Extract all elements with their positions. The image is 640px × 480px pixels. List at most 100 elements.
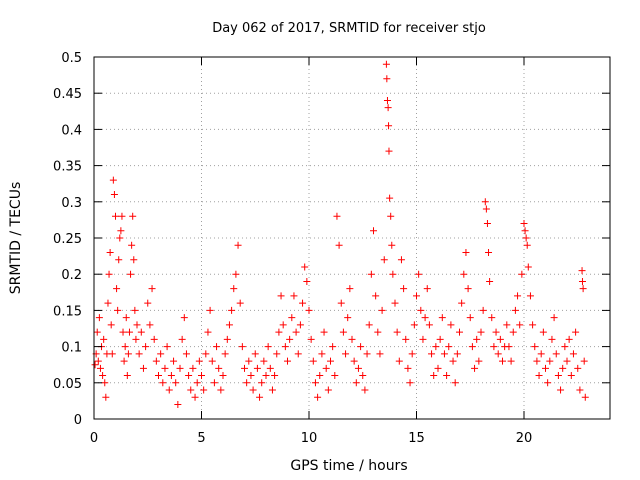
data-point [531,343,539,351]
data-point [569,350,577,358]
data-point [365,321,373,329]
data-point [417,306,425,314]
data-point [215,364,223,372]
data-point [567,372,575,380]
data-point [449,357,457,365]
data-point [118,212,126,220]
y-tick-label: 0.2 [61,268,82,283]
data-point [370,227,377,235]
data-point [131,306,139,314]
data-point [311,379,319,387]
data-point [388,241,396,249]
data-point [277,292,285,300]
data-point [438,314,446,322]
data-point [466,314,474,322]
x-tick-label: 0 [90,431,98,446]
data-point [533,357,541,365]
data-point [185,372,193,380]
data-point [104,299,112,307]
data-point [189,364,197,372]
data-point [121,343,129,351]
data-point [383,96,391,104]
data-point [273,350,281,358]
data-point [329,343,337,351]
data-point [217,386,225,394]
data-point [161,364,169,372]
data-point [505,343,513,351]
data-point [350,357,358,365]
data-point [113,285,121,293]
data-point [238,343,246,351]
data-point [430,372,438,380]
data-point [95,314,103,322]
data-point [432,343,440,351]
data-point [294,350,302,358]
data-point [260,357,268,365]
data-point [408,350,416,358]
grid-lines [94,57,610,419]
data-point [253,364,261,372]
data-point [453,350,461,358]
data-point [115,256,123,264]
data-point [486,277,494,285]
data-point [210,379,218,387]
data-point [130,256,138,264]
data-point [559,364,567,372]
data-point [193,379,201,387]
data-point [91,361,99,369]
data-point [554,372,562,380]
data-point [102,393,110,401]
data-point [376,350,384,358]
data-point [228,306,236,314]
data-point [542,364,549,372]
data-point [548,335,556,343]
data-point [581,393,589,401]
data-point [96,364,104,372]
data-point [443,372,451,380]
data-point [208,357,216,365]
data-point [557,386,565,394]
data-point [116,234,124,242]
data-point [284,357,291,365]
y-tick-label: 0.35 [53,160,82,175]
data-point [509,328,517,336]
data-point [256,393,264,401]
data-point [155,372,162,380]
data-point [167,372,175,380]
data-point [503,321,511,329]
data-point [574,364,582,372]
data-point [322,364,330,372]
data-point [157,350,165,358]
data-point [415,270,423,278]
data-point [468,343,476,351]
data-point [120,357,128,365]
y-tick-label: 0.3 [61,196,82,211]
data-point [518,270,526,278]
data-point [380,256,388,264]
data-point [206,306,214,314]
data-point [225,321,233,329]
data-point [320,328,328,336]
data-point [440,350,448,358]
data-point [290,292,298,300]
data-point [572,328,580,336]
data-point [165,386,173,394]
data-point [425,321,433,329]
data-point [200,386,208,394]
data-point [292,328,300,336]
data-point [249,386,257,394]
data-point [511,306,519,314]
data-point [247,372,255,380]
data-point [219,372,227,380]
data-point [477,328,485,336]
data-point [580,357,588,365]
data-point [119,328,127,336]
y-tick-label: 0.05 [53,377,82,392]
data-point [359,372,367,380]
data-point [428,350,436,358]
data-point [152,357,160,365]
data-point [386,194,394,202]
data-point [114,306,122,314]
data-point [180,314,188,322]
data-point [339,328,347,336]
